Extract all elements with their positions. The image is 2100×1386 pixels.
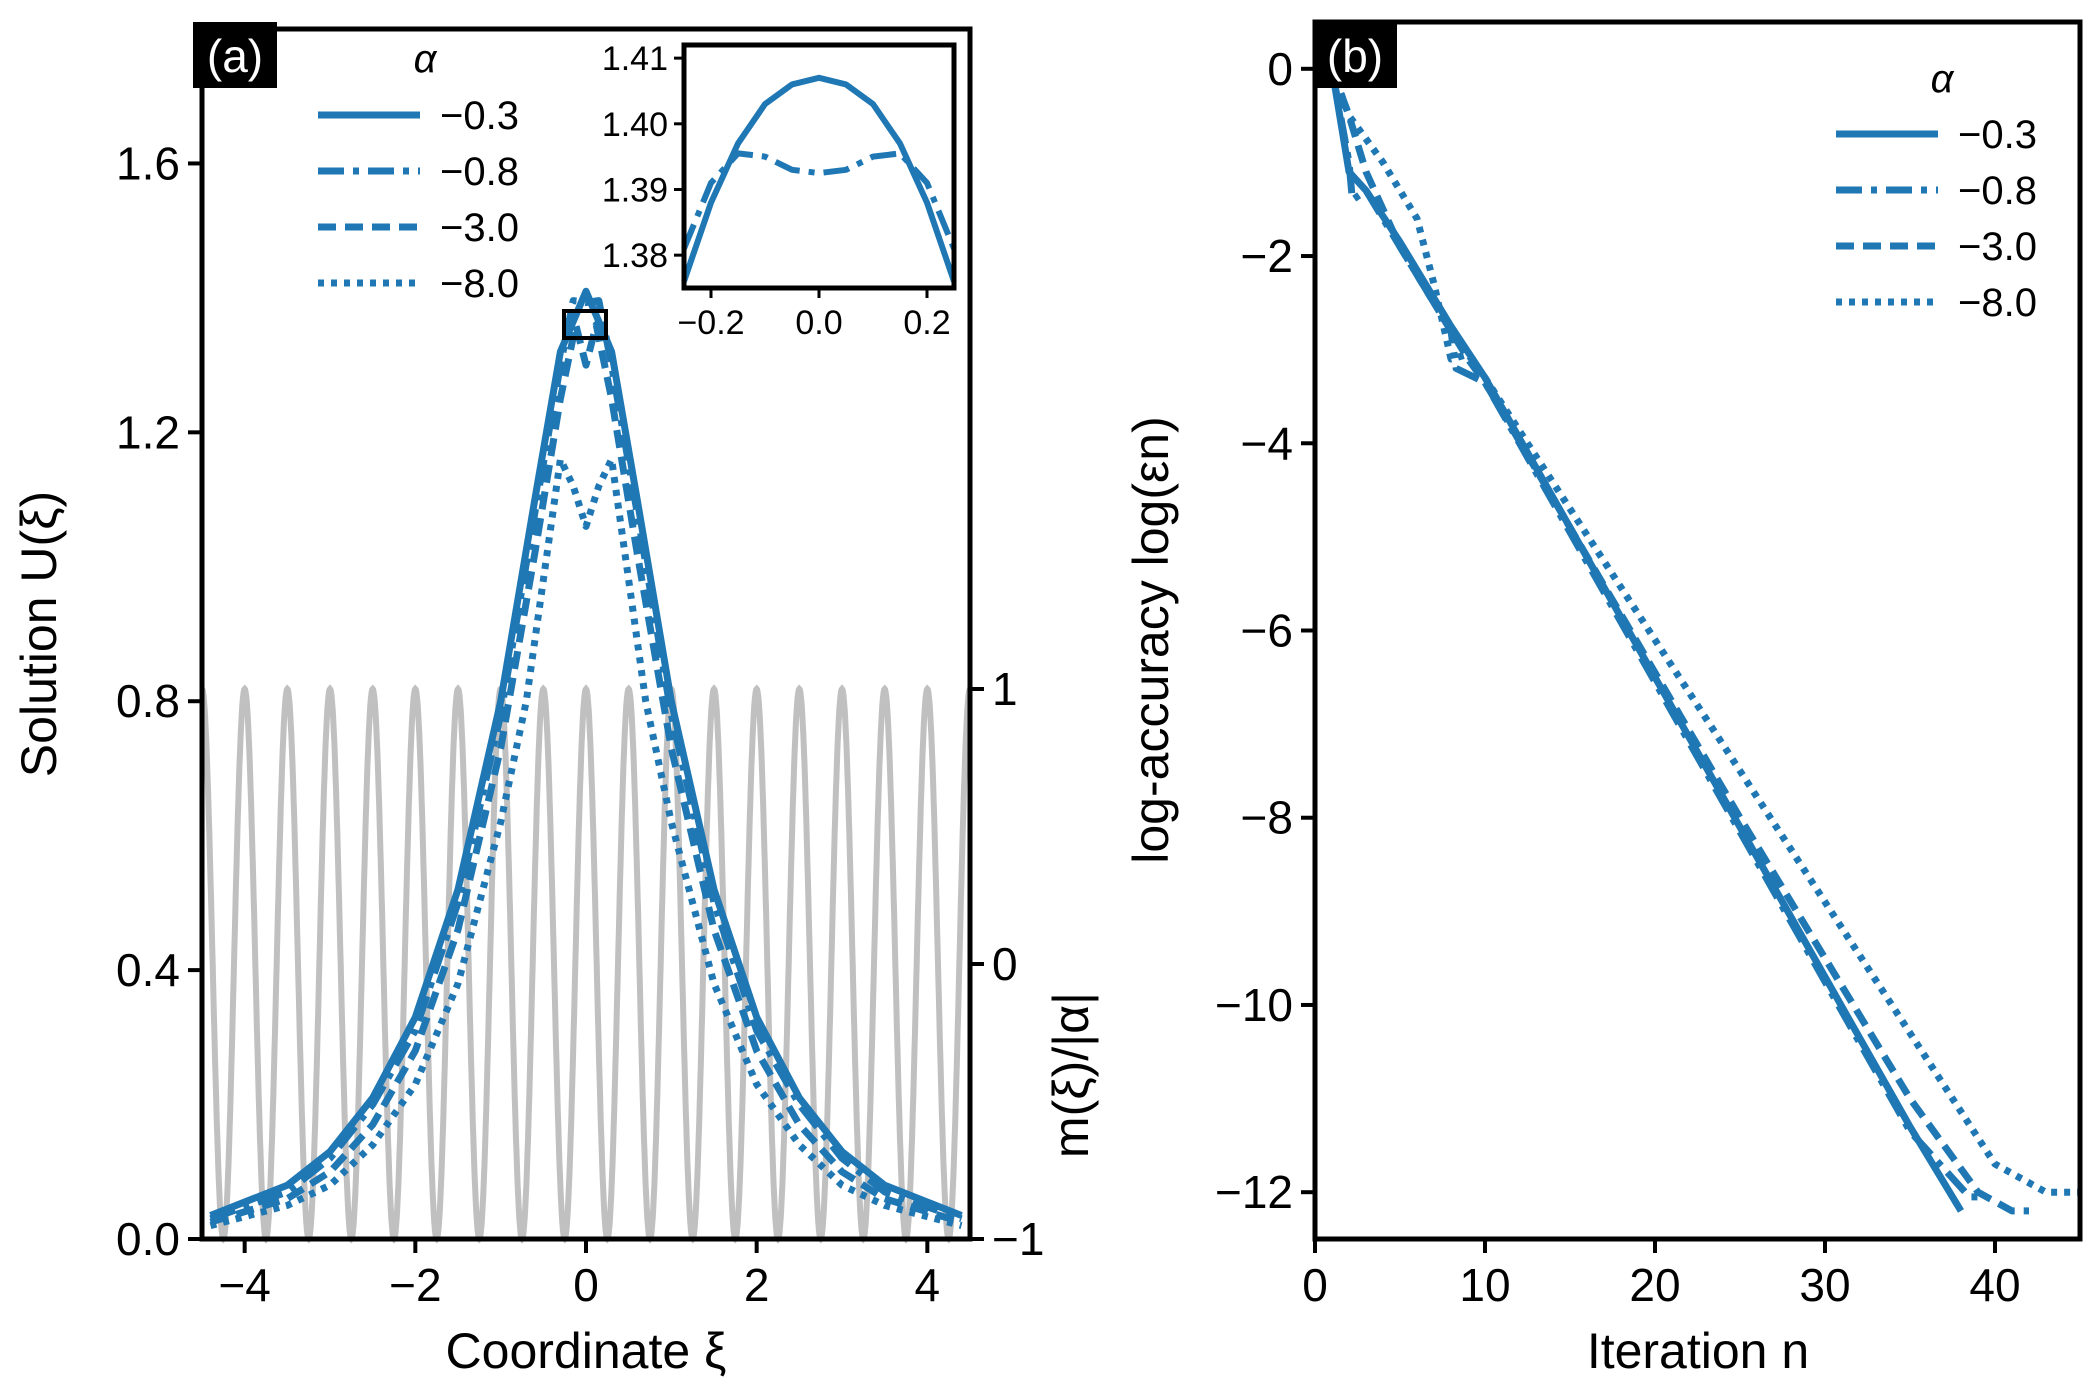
inset-ytick-label: 1.39	[602, 171, 668, 209]
panel-b-legend-label: −0.8	[1958, 169, 2037, 213]
panel-a-y2label: m(ξ)/|α|	[1043, 992, 1099, 1158]
inset-xtick-label: 0.2	[903, 304, 950, 342]
panel-b-xtick-label: 10	[1459, 1259, 1510, 1311]
panel-b-series-2	[1328, 67, 2029, 1215]
panel-a-ytick-label: 0.8	[116, 675, 180, 727]
panel-a-xtick-label: −2	[389, 1259, 441, 1311]
panel-b-tag: (b)	[1327, 30, 1383, 82]
panel-b-legend-label: −8.0	[1958, 281, 2037, 325]
panel-a-tag-bg	[193, 22, 277, 88]
inset: −0.2 0.0 0.2 1.38 1.39 1.40 1.41	[602, 40, 957, 342]
inset-lines-group	[681, 74, 957, 283]
panel-a-xtick-label: 0	[573, 1259, 599, 1311]
panel-b-series-1	[1328, 68, 1978, 1201]
panel-a: −4 −2 0 2 40.00.40.81.21.6−101 Coordinate ξ …	[11, 22, 1099, 1379]
accuracy-lines-group	[1328, 67, 2080, 1215]
panel-a-ylabel: Solution U(ξ)	[11, 491, 67, 777]
modulation-curve-group	[199, 684, 973, 1244]
panel-a-y2tick-label: 1	[992, 663, 1018, 715]
panel-b-legend-label: −0.3	[1958, 113, 2037, 157]
panel-a-legend-label: −3.0	[440, 206, 519, 250]
zoom-marker-box	[562, 309, 608, 340]
panel-a-xtick-label: 4	[915, 1259, 941, 1311]
panel-a-y2tick-label: 0	[992, 938, 1018, 990]
panel-a-legend: α −0.3 −0.8 −3.0 −8.0	[318, 37, 519, 306]
panel-b-legend-title: α	[1931, 57, 1955, 101]
inset-xtick-label: 0.0	[795, 304, 842, 342]
inset-ticks: −0.2 0.0 0.2 1.38 1.39 1.40 1.41	[602, 40, 951, 342]
inset-series-0	[681, 74, 957, 283]
panel-a-ytick-label: 1.2	[116, 406, 180, 458]
panel-a-legend-title: α	[414, 37, 438, 81]
panel-a-tag: (a)	[207, 30, 263, 82]
panel-a-ticks: −4 −2 0 2 4 0.0 0.4 0.8 1.2 1.6 −1 0 1	[116, 137, 1044, 1311]
panel-b-ytick-label: −4	[1241, 417, 1293, 469]
panel-b-series-3	[1328, 67, 2080, 1196]
inset-ytick-label: 1.38	[602, 237, 668, 275]
panel-a-legend-label: −0.3	[440, 94, 519, 138]
panel-b-xtick-label: 20	[1629, 1259, 1680, 1311]
panel-b-ytick-label: 0	[1267, 43, 1293, 95]
inset-ytick-label: 1.41	[602, 40, 668, 78]
panel-a-xlabel: Coordinate ξ	[446, 1323, 727, 1379]
panel-a-ytick-label: 1.6	[116, 137, 180, 189]
panel-b-ytick-label: −6	[1241, 605, 1293, 657]
panel-a-xtick-label: −4	[218, 1259, 270, 1311]
panel-b-xtick-label: 40	[1969, 1259, 2020, 1311]
panel-a-legend-label: −0.8	[440, 150, 519, 194]
panel-a-y2tick-label: −1	[992, 1213, 1044, 1265]
panel-b-xlabel-text: Iteration n	[1587, 1323, 1809, 1379]
panel-b-legend: α −0.3 −0.8 −3.0 −8.0	[1836, 57, 2037, 325]
inset-xtick-label: −0.2	[677, 304, 744, 342]
panel-b-series-0	[1328, 68, 1964, 1213]
panel-a-legend-label: −8.0	[440, 262, 519, 306]
panel-b: 0 10 20 30 40 0 −2 −4 −6 −8 −10 −12 Iteration n log…	[1123, 19, 2083, 1379]
panel-b-ytick-label: −8	[1241, 792, 1293, 844]
modulation-curve	[199, 684, 973, 1244]
panel-b-xtick-label: 30	[1799, 1259, 1850, 1311]
panel-b-ticks: 0 10 20 30 40 0 −2 −4 −6 −8 −10 −12	[1215, 43, 2021, 1311]
solution-lines-group	[209, 287, 963, 1229]
panel-b-ytick-label: −2	[1241, 230, 1293, 282]
panel-b-ytick-label: −12	[1215, 1166, 1293, 1218]
panel-a-series-3	[209, 455, 963, 1229]
panel-b-ytick-label: −10	[1215, 979, 1293, 1031]
panel-b-xtick-label: 0	[1302, 1259, 1328, 1311]
panel-a-series-2	[209, 321, 963, 1226]
panel-b-xlabel: Iteration n	[1587, 1323, 1809, 1379]
panel-b-tag-bg	[1313, 22, 1397, 88]
panel-a-ytick-label: 0.0	[116, 1213, 180, 1265]
panel-a-series-1	[209, 297, 963, 1223]
panel-a-xtick-label: 2	[744, 1259, 770, 1311]
inset-ytick-label: 1.40	[602, 106, 668, 144]
panel-a-ytick-label: 0.4	[116, 944, 180, 996]
panel-b-ylabel: log-accuracy log(εn)	[1123, 416, 1179, 863]
panel-b-legend-label: −3.0	[1958, 225, 2037, 269]
